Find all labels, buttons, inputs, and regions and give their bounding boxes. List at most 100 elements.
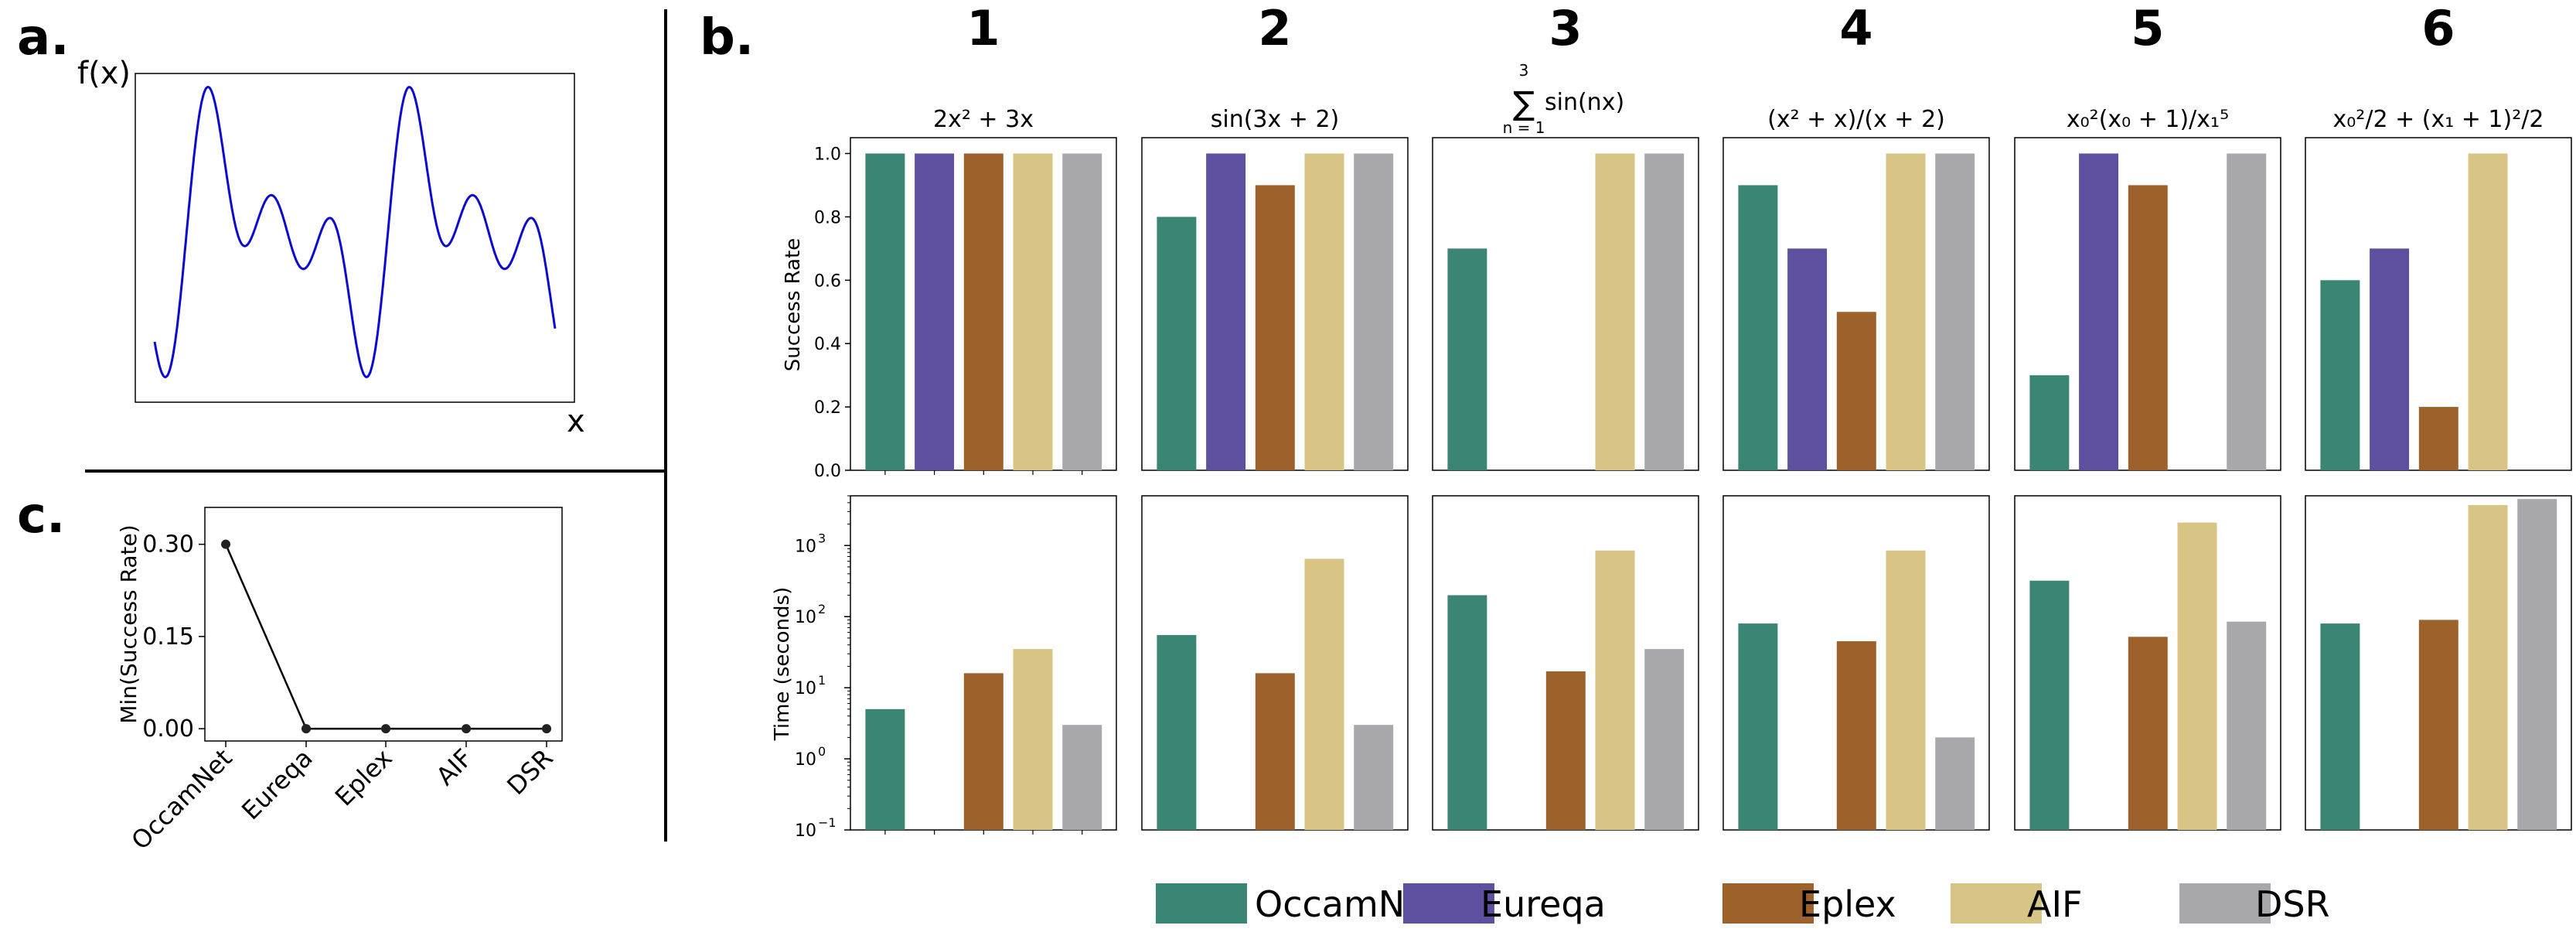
panel-c-point-dsr bbox=[542, 724, 551, 734]
success-bar-occamnet bbox=[1157, 217, 1197, 470]
subplot-title-sum-bottom: n = 1 bbox=[1503, 118, 1545, 137]
column-number: 2 bbox=[1258, 0, 1291, 56]
time-bar-aif bbox=[2177, 522, 2217, 830]
success-bar-aif bbox=[1013, 153, 1053, 470]
panel-a-frame bbox=[135, 73, 575, 403]
time-bar-occamnet bbox=[1447, 595, 1487, 830]
subplot-4: 4 (x² + x)/(x + 2) bbox=[1722, 0, 1990, 831]
success-bar-eureqa bbox=[1787, 248, 1828, 470]
subplot-title: sin(3x + 2) bbox=[1211, 106, 1340, 133]
time-bar-dsr bbox=[1062, 725, 1102, 830]
time-bar-aif bbox=[1595, 550, 1635, 830]
subplot-title-sum-top: 3 bbox=[1519, 61, 1529, 80]
success-bar-occamnet bbox=[1738, 185, 1778, 470]
success-bar-dsr bbox=[1644, 153, 1685, 470]
success-bar-aif bbox=[1886, 153, 1926, 470]
panel-c-frame bbox=[204, 507, 563, 742]
time-bar-eplex bbox=[963, 673, 1003, 830]
success-yaxis: 0.0 0.2 0.4 0.6 0.8 1.0 bbox=[814, 145, 850, 481]
success-bar-aif bbox=[1304, 153, 1344, 470]
success-bar-occamnet bbox=[2320, 280, 2360, 470]
success-ytick-label: 0.0 bbox=[814, 462, 841, 481]
panel-label-a: a. bbox=[17, 9, 70, 67]
column-number: 5 bbox=[2131, 0, 2164, 56]
time-bar-dsr bbox=[2517, 499, 2557, 830]
subplot-2: 2 sin(3x + 2) bbox=[1141, 0, 1409, 831]
success-ytick-label: 0.8 bbox=[814, 208, 841, 227]
subplot-1: 1 2x² + 3x bbox=[850, 0, 1117, 835]
panel-a-ylabel: f(x) bbox=[77, 56, 131, 91]
success-bar-eureqa bbox=[1206, 153, 1246, 470]
success-bar-eplex bbox=[963, 153, 1003, 470]
time-bar-dsr bbox=[1354, 725, 1394, 830]
success-bar-eplex bbox=[2128, 185, 2168, 470]
subplot-title: x₀²/2 + (x₁ + 1)²/2 bbox=[2333, 106, 2544, 133]
panel-label-b: b. bbox=[700, 9, 754, 67]
time-bar-dsr bbox=[2227, 621, 2267, 830]
panel-c-point-eureqa bbox=[302, 724, 311, 734]
subplot-title: 2x² + 3x bbox=[933, 106, 1034, 133]
column-number: 1 bbox=[966, 0, 1000, 56]
time-ytick-exp: 0 bbox=[818, 744, 826, 759]
panel-c-ytick-label: 0.00 bbox=[142, 715, 194, 743]
success-ytick-label: 0.2 bbox=[814, 398, 841, 418]
legend-swatch-dsr bbox=[2179, 883, 2271, 924]
panel-b-success-ylabel: Success Rate bbox=[782, 238, 805, 372]
sigma-symbol: ∑ bbox=[1513, 84, 1535, 122]
success-frame bbox=[1432, 137, 1699, 471]
time-ytick-exp: 1 bbox=[818, 673, 826, 688]
success-bar-dsr bbox=[1935, 153, 1975, 470]
panel-c-series bbox=[221, 539, 551, 734]
subplot-title: x₀²(x₀ + 1)/x₁⁵ bbox=[2067, 106, 2229, 133]
panel-c-xtick-label: OccamNet bbox=[125, 743, 237, 855]
column-number: 3 bbox=[1549, 0, 1582, 56]
panel-a: f(x) x bbox=[77, 56, 585, 439]
subplot-title: sin(nx) bbox=[1545, 89, 1624, 116]
time-ytick-exp: 2 bbox=[818, 602, 826, 616]
panel-c-point-eplex bbox=[381, 724, 390, 734]
panel-c-xtick-label: DSR bbox=[501, 743, 558, 801]
time-bar-eplex bbox=[2128, 637, 2168, 830]
panel-c-ytick-label: 0.15 bbox=[142, 623, 194, 650]
subplot-5: 5 x₀²(x₀ + 1)/x₁⁵ bbox=[2014, 0, 2281, 831]
success-bar-eureqa bbox=[2079, 153, 2119, 470]
legend: OccamNet Eureqa Eplex AIF DSR bbox=[1156, 883, 2330, 925]
legend-swatch-aif bbox=[1951, 883, 2042, 924]
panel-a-curve bbox=[153, 85, 557, 379]
legend-swatch-eplex bbox=[1722, 883, 1814, 924]
legend-swatch-occamnet bbox=[1156, 883, 1247, 924]
success-bar-aif bbox=[2468, 153, 2508, 470]
time-bar-dsr bbox=[1935, 737, 1975, 830]
success-bar-occamnet bbox=[865, 153, 905, 470]
legend-label-eureqa: Eureqa bbox=[1481, 883, 1606, 925]
legend-label-aif: AIF bbox=[2027, 883, 2083, 925]
success-ytick-label: 0.4 bbox=[814, 335, 841, 354]
time-ytick-base: 10 bbox=[795, 537, 816, 556]
time-bar-dsr bbox=[1644, 649, 1685, 830]
time-bar-occamnet bbox=[2320, 623, 2360, 830]
subplot-title: (x² + x)/(x + 2) bbox=[1767, 106, 1945, 133]
time-ytick-base: 10 bbox=[795, 679, 816, 698]
legend-label-eplex: Eplex bbox=[1799, 883, 1896, 925]
panel-a-xlabel: x bbox=[567, 404, 585, 439]
success-bar-eureqa bbox=[915, 153, 955, 470]
time-ytick-exp: −1 bbox=[818, 815, 837, 830]
time-bar-aif bbox=[1304, 558, 1344, 830]
time-bar-eplex bbox=[1545, 671, 1586, 830]
success-bar-eplex bbox=[1836, 312, 1876, 470]
time-ytick-base: 10 bbox=[795, 608, 816, 627]
column-number: 4 bbox=[1839, 0, 1872, 56]
time-bar-eplex bbox=[1836, 641, 1876, 830]
success-bar-occamnet bbox=[1447, 248, 1487, 470]
panel-c-xtick-label: Eureqa bbox=[236, 743, 318, 825]
success-ytick-label: 1.0 bbox=[814, 145, 841, 164]
panel-c-ytick-label: 0.30 bbox=[142, 531, 194, 558]
panel-c-ylabel: Min(Success Rate) bbox=[116, 524, 141, 723]
panel-label-c: c. bbox=[17, 487, 65, 545]
time-bar-occamnet bbox=[1157, 635, 1197, 830]
success-bar-eplex bbox=[2418, 407, 2458, 470]
